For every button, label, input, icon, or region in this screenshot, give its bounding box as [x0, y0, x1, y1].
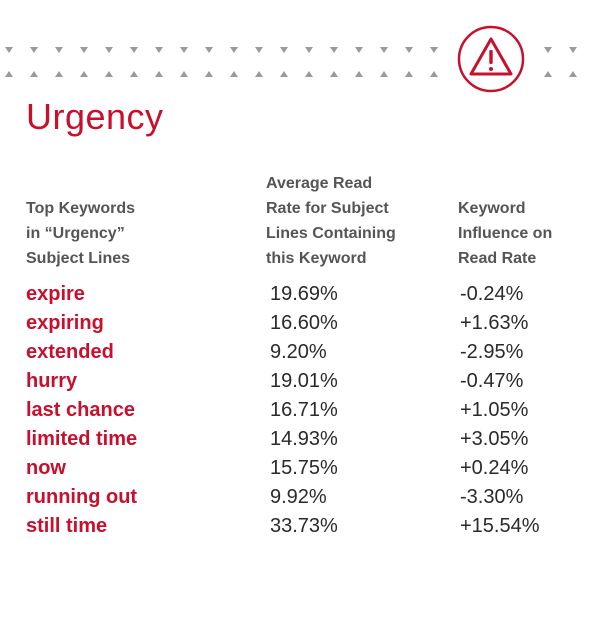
influence-cell: +1.63%	[460, 312, 529, 334]
influence-cell: -2.95%	[460, 341, 524, 363]
decorative-tick	[129, 46, 139, 54]
decorative-tick	[179, 70, 189, 78]
average-read-rate-cell: 16.60%	[270, 312, 338, 334]
decorative-tick	[543, 46, 553, 54]
decorative-tick	[304, 46, 314, 54]
influence-cell: +1.05%	[460, 399, 529, 421]
decorative-tick	[229, 46, 239, 54]
average-read-rate-cell: 19.01%	[270, 370, 338, 392]
keyword-cell: now	[26, 457, 66, 479]
decorative-tick	[104, 46, 114, 54]
warning-icon	[456, 24, 526, 94]
column-header-keyword: Top Keywords in “Urgency” Subject Lines	[26, 200, 136, 267]
average-read-rate-cell: 19.69%	[270, 283, 338, 305]
keyword-cell: hurry	[26, 370, 78, 392]
table-row: last chance 16.71% +1.05%	[0, 396, 605, 425]
decorative-tick	[129, 70, 139, 78]
table-row: expiring 16.60% +1.63%	[0, 309, 605, 338]
decorative-tick	[379, 46, 389, 54]
decorative-tick	[104, 70, 114, 78]
decorative-tick	[429, 70, 439, 78]
table-row: expire 19.69% -0.24%	[0, 280, 605, 309]
keyword-cell: limited time	[26, 428, 138, 450]
average-read-rate-cell: 9.20%	[270, 341, 327, 363]
influence-cell: -0.24%	[460, 283, 524, 305]
decorative-tick	[279, 70, 289, 78]
average-read-rate-cell: 16.71%	[270, 399, 338, 421]
influence-cell: -3.30%	[460, 486, 524, 508]
decorative-tick	[254, 46, 264, 54]
decorative-tick-row-top-left	[4, 46, 454, 54]
table-row: still time 33.73% +15.54%	[0, 512, 605, 541]
column-header-average-read-rate: Average Read Rate for Subject Lines Cont…	[266, 175, 396, 267]
decorative-tick	[279, 46, 289, 54]
decorative-tick	[29, 70, 39, 78]
decorative-tick-row-top-right	[543, 46, 593, 54]
decorative-tick-row-bottom-left	[4, 70, 454, 78]
decorative-tick	[154, 70, 164, 78]
keyword-cell: expiring	[26, 312, 104, 334]
average-read-rate-cell: 15.75%	[270, 457, 338, 479]
decorative-tick	[54, 70, 64, 78]
column-header-keyword-influence: Keyword Influence on Read Rate	[458, 200, 553, 267]
page-title: Urgency	[26, 96, 164, 137]
decorative-tick	[568, 46, 578, 54]
influence-cell: +3.05%	[460, 428, 529, 450]
decorative-tick	[54, 46, 64, 54]
decorative-tick	[254, 70, 264, 78]
decorative-tick	[79, 46, 89, 54]
decorative-tick	[204, 70, 214, 78]
decorative-tick	[204, 46, 214, 54]
keyword-cell: expire	[26, 283, 85, 305]
keyword-cell: still time	[26, 515, 108, 537]
keyword-cell: last chance	[26, 399, 135, 421]
average-read-rate-cell: 9.92%	[270, 486, 327, 508]
keyword-cell: extended	[26, 341, 114, 363]
table-row: extended 9.20% -2.95%	[0, 338, 605, 367]
decorative-tick	[354, 70, 364, 78]
influence-cell: +15.54%	[460, 515, 540, 537]
keyword-table: expire 19.69% -0.24% expiring 16.60% +1.…	[0, 280, 605, 541]
table-row: running out 9.92% -3.30%	[0, 483, 605, 512]
decorative-tick	[229, 70, 239, 78]
decorative-tick	[4, 46, 14, 54]
decorative-tick	[354, 46, 364, 54]
decorative-tick	[404, 70, 414, 78]
influence-cell: -0.47%	[460, 370, 524, 392]
influence-cell: +0.24%	[460, 457, 529, 479]
keyword-cell: running out	[26, 486, 138, 508]
decorative-tick	[179, 46, 189, 54]
average-read-rate-cell: 14.93%	[270, 428, 338, 450]
decorative-tick	[329, 46, 339, 54]
decorative-tick	[4, 70, 14, 78]
decorative-tick	[568, 70, 578, 78]
average-read-rate-cell: 33.73%	[270, 515, 338, 537]
decorative-tick	[379, 70, 389, 78]
decorative-tick-row-bottom-right	[543, 70, 593, 78]
decorative-tick	[429, 46, 439, 54]
decorative-tick	[404, 46, 414, 54]
table-row: hurry 19.01% -0.47%	[0, 367, 605, 396]
decorative-tick	[29, 46, 39, 54]
table-row: limited time 14.93% +3.05%	[0, 425, 605, 454]
decorative-tick	[329, 70, 339, 78]
table-row: now 15.75% +0.24%	[0, 454, 605, 483]
decorative-tick	[79, 70, 89, 78]
decorative-tick	[154, 46, 164, 54]
decorative-tick	[543, 70, 553, 78]
decorative-tick	[304, 70, 314, 78]
